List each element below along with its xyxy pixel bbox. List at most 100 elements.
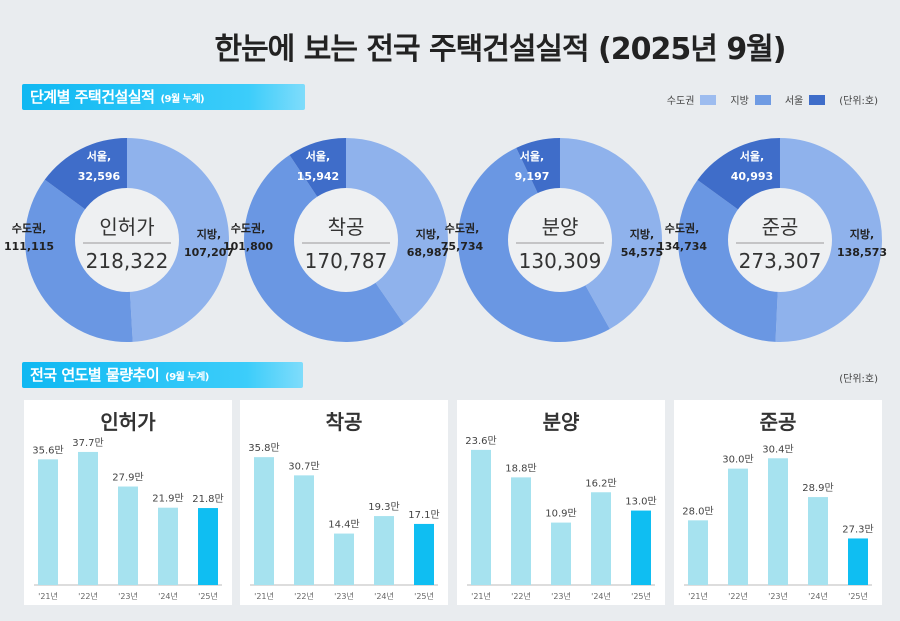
donut-title: 착공 — [328, 215, 365, 239]
section-label: 전국 연도별 물량추이 — [30, 366, 160, 384]
bar-panel-0: 인허가 35.6만 '21년 37.7만 '22년 27.9만 '23년 21.9만 '24년 2… — [24, 400, 232, 605]
bar — [118, 486, 138, 585]
bar-chart: 35.8만 '21년 30.7만 '22년 14.4만 '23년 19.3만 '24년 17.1… — [248, 442, 439, 601]
x-tick-label: '22년 — [78, 591, 98, 601]
label-metro-name: 수도권, — [231, 222, 266, 235]
donut-total: 218,322 — [86, 249, 169, 273]
bar — [551, 522, 571, 585]
bar-panel-3: 준공 28.0만 '21년 30.0만 '22년 30.4만 '23년 28.9만 '24년 27… — [674, 400, 882, 605]
bar — [294, 475, 314, 585]
donut-title: 인허가 — [99, 215, 154, 239]
slice-metro — [25, 179, 133, 342]
donut-3: 준공 273,307 지방, 138,573 수도권, 134,734 서울, 40,993 — [657, 138, 887, 342]
label-local-value: 54,575 — [621, 246, 663, 259]
x-tick-label: '21년 — [38, 591, 58, 601]
bar-value-label: 35.8만 — [248, 442, 279, 454]
section-label: 단계별 주택건설실적 — [30, 88, 155, 106]
bar — [808, 497, 828, 585]
bar-value-label: 16.2만 — [585, 477, 616, 489]
bar-value-label: 18.8만 — [505, 462, 536, 474]
slice-seoul — [516, 138, 560, 197]
bar-value-label: 21.9만 — [152, 493, 183, 505]
label-local-name: 지방, — [416, 227, 440, 241]
bar-value-label: 30.0만 — [722, 454, 753, 466]
page-title: 한눈에 보는 전국 주택건설실적 (2025년 9월) — [214, 32, 786, 67]
label-seoul-value: 9,197 — [515, 170, 550, 183]
x-tick-label: '25년 — [198, 591, 218, 601]
x-tick-label: '23년 — [118, 591, 138, 601]
donut-title: 준공 — [762, 215, 799, 239]
bar — [848, 538, 868, 585]
bar-value-label: 30.4만 — [762, 443, 793, 455]
x-tick-label: '24년 — [158, 591, 178, 601]
bar — [728, 468, 748, 585]
bar-value-label: 30.7만 — [288, 460, 319, 472]
donut-title: 분양 — [542, 215, 579, 239]
section-header-stage: 단계별 주택건설실적 (9월 누계) — [22, 84, 305, 110]
label-seoul-value: 32,596 — [78, 170, 121, 183]
bar — [511, 477, 531, 585]
x-tick-label: '22년 — [511, 591, 531, 601]
bar-panel-1: 착공 35.8만 '21년 30.7만 '22년 14.4만 '23년 19.3만 '24년 17… — [240, 400, 448, 605]
slice-seoul — [289, 138, 346, 201]
bar — [158, 507, 178, 585]
bar-chart-title: 착공 — [325, 410, 363, 434]
bar — [768, 458, 788, 585]
bar-value-label: 28.0만 — [682, 505, 713, 517]
bar-value-label: 14.4만 — [328, 519, 359, 531]
section-sub: (9월 누계) — [160, 94, 205, 105]
donut-total: 273,307 — [739, 249, 822, 273]
x-tick-label: '21년 — [471, 591, 491, 601]
label-metro-value: 101,800 — [223, 240, 273, 253]
bar — [631, 510, 651, 585]
label-metro-name: 수도권, — [665, 222, 700, 235]
x-tick-label: '24년 — [591, 591, 611, 601]
label-seoul-name: 서울, — [740, 149, 764, 163]
bar-value-label: 27.9만 — [112, 472, 143, 484]
bar — [591, 492, 611, 585]
label-seoul-value: 40,993 — [731, 170, 773, 183]
bar — [334, 533, 354, 585]
bar — [198, 508, 218, 585]
bar-chart-title: 분양 — [542, 410, 580, 434]
donut-hole — [508, 188, 612, 292]
x-tick-label: '21년 — [688, 591, 708, 601]
bar-value-label: 21.8만 — [192, 493, 223, 505]
legend-label-local: 지방 — [730, 96, 749, 107]
bar-value-label: 10.9만 — [545, 508, 576, 520]
x-tick-label: '23년 — [768, 591, 788, 601]
label-seoul-name: 서울, — [87, 149, 111, 163]
section-sub: (9월 누계) — [165, 372, 209, 383]
donut-charts: 인허가 218,322 지방, 107,207 수도권, 111,115 서울, 32,596… — [4, 138, 887, 343]
donut-hole — [728, 188, 832, 292]
bar — [38, 459, 58, 585]
label-local-value: 107,207 — [184, 246, 234, 259]
legend-label-seoul: 서울 — [784, 96, 804, 107]
bar-chart: 35.6만 '21년 37.7만 '22년 27.9만 '23년 21.9만 '24년 21.8… — [32, 437, 223, 601]
section-header-yearly: 전국 연도별 물량추이 (9월 누계) — [22, 362, 303, 388]
bar — [471, 449, 491, 585]
x-tick-label: '23년 — [334, 591, 354, 601]
label-metro-name: 수도권, — [445, 222, 480, 235]
x-tick-label: '22년 — [728, 591, 748, 601]
label-metro-value: 134,734 — [657, 240, 707, 253]
label-local-name: 지방, — [197, 227, 221, 241]
donut-total: 170,787 — [305, 249, 388, 273]
bar-value-label: 23.6만 — [465, 435, 496, 447]
bar — [78, 451, 98, 585]
legend-swatch-metro — [700, 94, 717, 105]
x-tick-label: '24년 — [808, 591, 828, 601]
label-seoul-value: 15,942 — [297, 170, 339, 183]
bar — [374, 516, 394, 585]
bar-value-label: 17.1만 — [408, 509, 439, 521]
label-local-value: 68,987 — [407, 246, 449, 259]
label-local-value: 138,573 — [837, 246, 887, 259]
donut-hole — [75, 188, 179, 292]
x-tick-label: '25년 — [848, 591, 868, 601]
x-tick-label: '22년 — [294, 591, 314, 601]
donut-hole — [294, 188, 398, 292]
legend-swatch-seoul — [809, 94, 826, 105]
unit-label: (단위:호) — [839, 96, 878, 107]
bar-value-label: 27.3만 — [842, 523, 873, 535]
legend-swatch-local — [754, 94, 771, 105]
